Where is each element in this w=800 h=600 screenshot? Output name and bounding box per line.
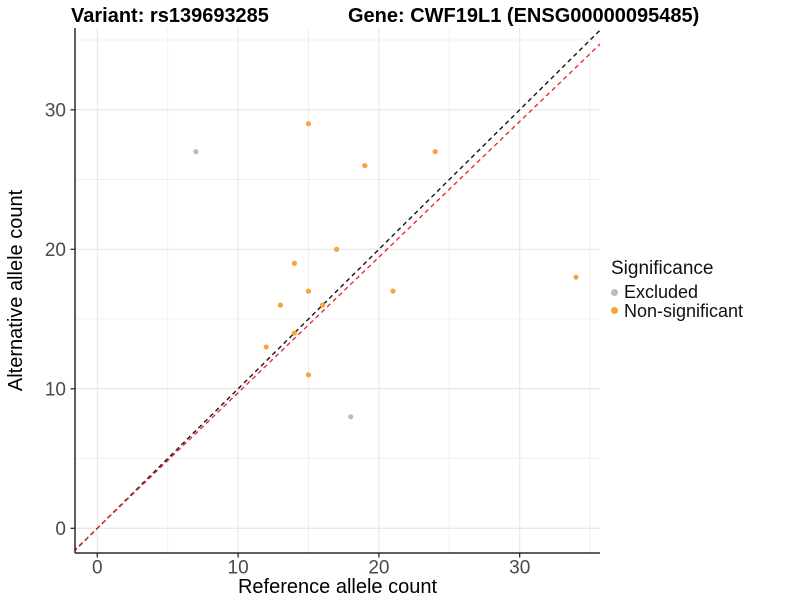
data-point-non-significant [305, 288, 312, 294]
legend-item-excluded: Excluded [611, 283, 743, 302]
non-significant-point-swatch [611, 307, 618, 315]
data-point-non-significant [277, 302, 283, 308]
data-point-non-significant [263, 344, 269, 350]
reference-lines-group [75, 29, 600, 552]
legend-title: Significance [611, 258, 714, 279]
legend: Significance Excluded Non-significant [611, 258, 743, 320]
x-tick-label: 10 [228, 558, 249, 579]
legend-label-non-significant: Non-significant [624, 300, 744, 321]
x-tick-label: 20 [368, 558, 389, 579]
data-point-non-significant [291, 260, 298, 266]
data-point-non-significant [291, 330, 298, 336]
legend-item-non-significant: Non-significant [611, 300, 744, 321]
x-axis-title: Reference allele count [238, 576, 437, 598]
identity-line [75, 29, 600, 552]
y-tick-label: 0 [55, 519, 66, 540]
data-point-non-significant [305, 121, 312, 127]
data-point-excluded [348, 414, 354, 420]
x-tick-label: 30 [509, 558, 530, 579]
excluded-point-swatch [611, 288, 618, 296]
legend-label-excluded: Excluded [624, 282, 699, 302]
data-point-non-significant [573, 274, 579, 280]
data-point-non-significant [305, 372, 312, 378]
y-tick-label: 10 [45, 379, 66, 400]
plot-title-variant: Variant: rs139693285 [71, 5, 269, 27]
data-point-non-significant [362, 163, 368, 169]
y-tick-label: 20 [45, 240, 66, 261]
y-axis-title: Alternative allele count [5, 189, 27, 391]
data-point-non-significant [432, 149, 438, 155]
y-tick-label: 30 [45, 100, 66, 121]
data-point-non-significant [390, 288, 396, 294]
plot-title-gene: Gene: CWF19L1 (ENSG00000095485) [348, 5, 700, 27]
data-point-non-significant [319, 302, 326, 308]
x-tick-label: 0 [92, 558, 103, 579]
expected-ratio-line [75, 43, 600, 551]
data-point-excluded [193, 149, 199, 155]
data-point-non-significant [334, 246, 340, 252]
